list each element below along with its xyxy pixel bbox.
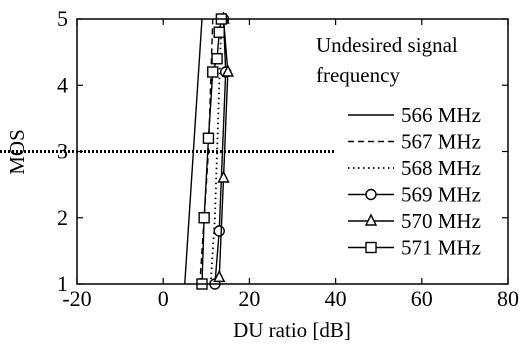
legend-entry-570-mhz: 570 MHz — [348, 209, 481, 233]
x-tick-label: 40 — [325, 286, 347, 311]
x-tick-label: 20 — [238, 286, 260, 311]
legend-label-571-mhz: 571 MHz — [401, 236, 481, 260]
series-line-567-mhz — [199, 18, 214, 285]
y-tick-label: 2 — [57, 205, 68, 230]
x-tick-label: -20 — [62, 286, 91, 311]
legend-marker-571-mhz — [365, 241, 377, 254]
legend-marker-569-mhz — [365, 188, 377, 201]
y-tick-label: 5 — [57, 6, 68, 31]
x-tick-label: 0 — [158, 286, 169, 311]
series-567-mhz — [199, 18, 214, 285]
y-tick-label: 1 — [57, 271, 68, 296]
legend: Undesired signal frequency 566 MHz 567 MH… — [316, 33, 481, 260]
legend-label-567-mhz: 567 MHz — [401, 130, 481, 154]
axis-ticks: -20 0 20 40 60 80 1 2 3 4 5 — [57, 6, 519, 311]
legend-entry-566-mhz: 566 MHz — [348, 103, 481, 127]
plot-area — [0, 11, 336, 290]
legend-entry-569-mhz: 569 MHz — [348, 183, 481, 207]
data-point-569-mhz — [213, 225, 225, 237]
legend-title-line-1: Undesired signal — [316, 33, 458, 57]
series-line-570-mhz — [218, 18, 229, 278]
series-line-569-mhz — [214, 18, 227, 285]
series-566-mhz — [184, 18, 203, 285]
y-axis-label: MOS — [5, 129, 29, 175]
legend-entry-568-mhz: 568 MHz — [348, 156, 481, 180]
y-tick-label: 3 — [57, 139, 68, 164]
data-point-571-mhz — [211, 53, 223, 65]
legend-entry-567-mhz: 567 MHz — [348, 130, 481, 154]
x-tick-label: 80 — [497, 286, 519, 311]
data-point-570-mhz — [217, 170, 230, 183]
data-point-571-mhz — [198, 212, 210, 224]
data-point-571-mhz — [207, 66, 219, 78]
legend-entry-571-mhz: 571 MHz — [348, 236, 481, 260]
legend-label-570-mhz: 570 MHz — [401, 209, 481, 233]
series-line-566-mhz — [184, 18, 203, 285]
legend-title-line-2: frequency — [316, 63, 400, 87]
x-tick-label: 60 — [411, 286, 433, 311]
legend-label-568-mhz: 568 MHz — [401, 156, 481, 180]
data-point-570-mhz — [221, 64, 234, 77]
x-axis-label: DU ratio [dB] — [233, 318, 351, 342]
data-point-571-mhz — [213, 26, 225, 38]
legend-label-566-mhz: 566 MHz — [401, 103, 481, 127]
legend-label-569-mhz: 569 MHz — [401, 183, 481, 207]
data-point-570-mhz — [213, 269, 226, 283]
data-point-571-mhz — [202, 132, 215, 144]
y-tick-label: 4 — [57, 72, 68, 97]
legend-marker-570-mhz — [364, 213, 378, 226]
